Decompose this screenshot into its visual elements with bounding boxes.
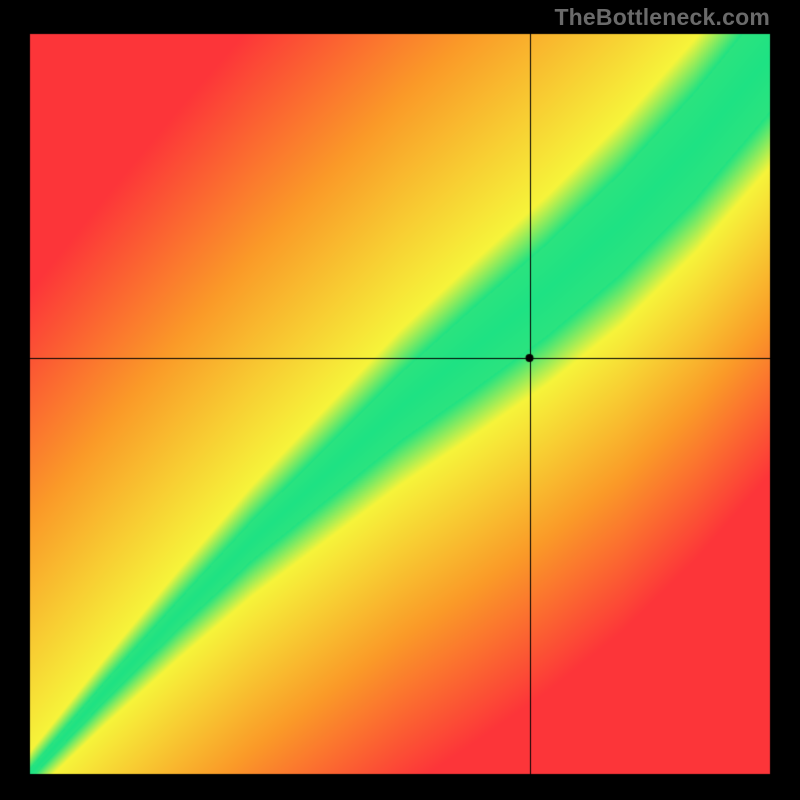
watermark-text: TheBottleneck.com xyxy=(554,4,770,31)
heatmap-canvas xyxy=(0,0,800,800)
chart-container: TheBottleneck.com xyxy=(0,0,800,800)
